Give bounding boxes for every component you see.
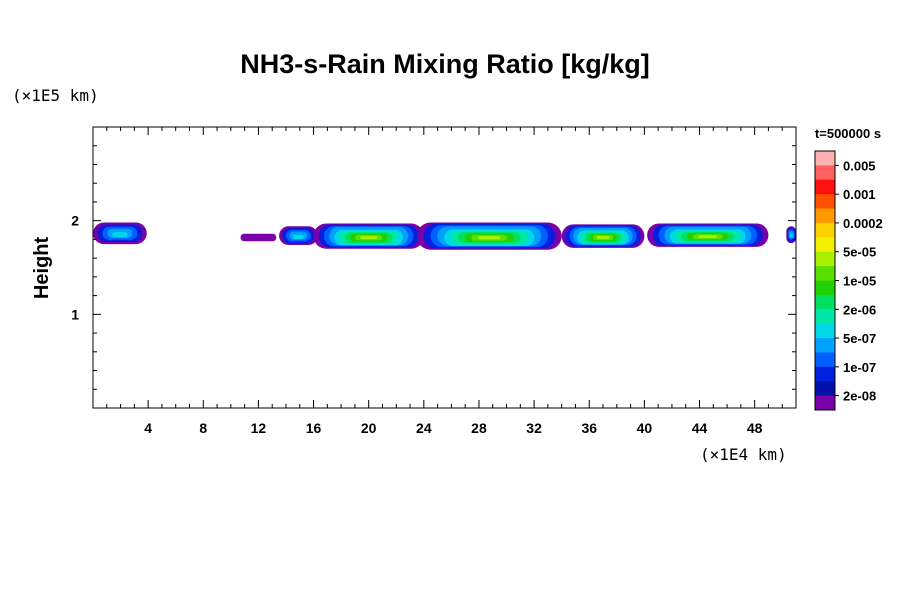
colorbar-label: 1e-05 bbox=[843, 274, 876, 289]
x-tick-label: 32 bbox=[526, 420, 542, 436]
x-tick-label: 20 bbox=[361, 420, 377, 436]
y-axis-label: Height bbox=[31, 237, 53, 300]
colorbar-label: 5e-07 bbox=[843, 331, 876, 346]
plot-axes bbox=[92, 126, 797, 409]
cloud-contour bbox=[698, 235, 717, 238]
x-tick-label: 36 bbox=[581, 420, 597, 436]
colorbar-swatch bbox=[815, 366, 835, 382]
colorbar-swatch bbox=[815, 395, 835, 411]
cloud-contour bbox=[478, 236, 501, 240]
y-unit-label: (×1E5 km) bbox=[12, 86, 99, 105]
colorbar-label: 0.005 bbox=[843, 158, 876, 173]
x-tick-label: 24 bbox=[416, 420, 432, 436]
colorbar-swatch bbox=[815, 338, 835, 353]
chart-title: NH3-s-Rain Mixing Ratio [kg/kg] bbox=[240, 49, 650, 79]
colorbar-swatch bbox=[815, 266, 835, 281]
x-tick-label: 12 bbox=[251, 420, 267, 436]
colorbar-swatch bbox=[815, 222, 835, 238]
colorbar-swatch bbox=[815, 165, 835, 181]
colorbar-swatch bbox=[815, 151, 835, 166]
y-tick-label: 1 bbox=[71, 306, 79, 322]
colorbar: 0.005 0.001 0.0002 5e-05 1e-05 2e-06 5e-07 1e-0… bbox=[814, 150, 883, 411]
colorbar-label: 5e-05 bbox=[843, 245, 876, 260]
cloud-cell-7 bbox=[647, 223, 769, 247]
cloud-cell-6 bbox=[561, 224, 645, 248]
cloud-contour bbox=[240, 233, 277, 242]
cloud-cell-5 bbox=[416, 222, 562, 250]
colorbar-swatch bbox=[815, 208, 835, 224]
colorbar-swatch bbox=[815, 237, 835, 253]
colorbar-swatch bbox=[815, 309, 835, 325]
cloud-cell-8 bbox=[786, 226, 796, 244]
colorbar-label: 1e-07 bbox=[843, 360, 876, 375]
cloud-contour bbox=[596, 236, 610, 239]
cloud-cell-2 bbox=[240, 233, 277, 242]
cloud-cell-1 bbox=[93, 222, 147, 245]
colorbar-label: 2e-08 bbox=[843, 389, 876, 404]
time-label: t=500000 s bbox=[815, 126, 881, 141]
colorbar-swatch bbox=[815, 280, 835, 296]
colorbar-swatch bbox=[815, 323, 835, 339]
cloud-field bbox=[93, 222, 796, 250]
x-tick-label: 28 bbox=[471, 420, 487, 436]
y-tick-label: 2 bbox=[71, 213, 79, 229]
cloud-contour bbox=[789, 233, 793, 238]
colorbar-swatch bbox=[815, 194, 835, 209]
colorbar-label: 0.001 bbox=[843, 187, 876, 202]
x-tick-label: 8 bbox=[199, 420, 207, 436]
x-tick-label: 16 bbox=[306, 420, 322, 436]
x-tick-label: 48 bbox=[747, 420, 763, 436]
colorbar-swatch bbox=[815, 352, 835, 368]
colorbar-swatch bbox=[815, 381, 835, 397]
colorbar-swatch bbox=[815, 251, 835, 267]
cloud-cell-3 bbox=[279, 226, 318, 246]
colorbar-swatch bbox=[815, 294, 835, 310]
colorbar-label: 0.0002 bbox=[843, 216, 883, 231]
x-unit-label: (×1E4 km) bbox=[700, 445, 787, 464]
cloud-contour bbox=[292, 234, 304, 239]
x-tick-label: 4 bbox=[144, 420, 152, 436]
colorbar-label: 2e-06 bbox=[843, 302, 876, 317]
colorbar-swatch bbox=[815, 179, 835, 195]
cloud-contour bbox=[112, 232, 128, 238]
plot-frame bbox=[92, 126, 797, 409]
cloud-contour bbox=[360, 236, 378, 240]
x-tick-label: 44 bbox=[692, 420, 708, 436]
x-tick-label: 40 bbox=[637, 420, 653, 436]
cloud-cell-4 bbox=[313, 223, 424, 249]
